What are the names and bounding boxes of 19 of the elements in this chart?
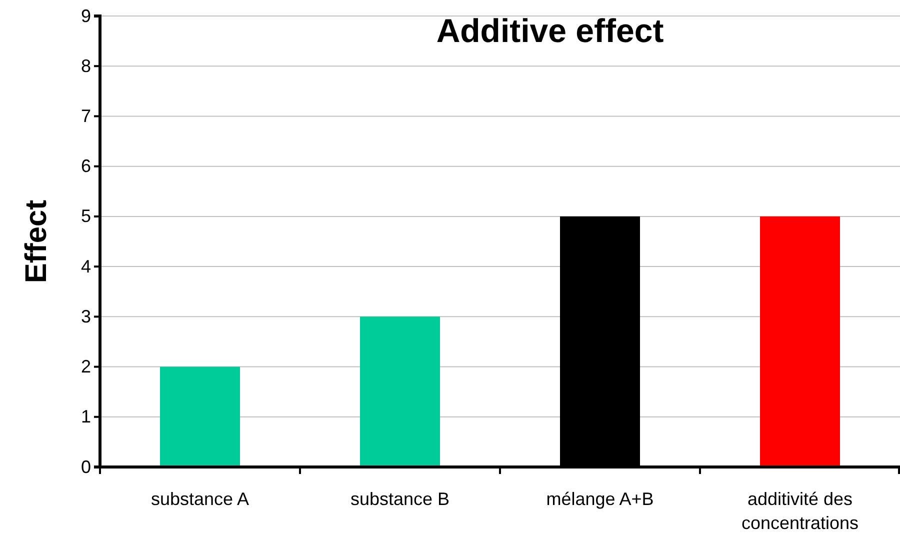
y-tick-label: 5: [80, 206, 91, 226]
y-tick-label: 4: [80, 256, 91, 276]
y-tick-label: 2: [80, 356, 91, 377]
y-tick-label: 9: [80, 6, 91, 26]
bar: [360, 316, 440, 467]
x-tick-label: substance B: [350, 489, 450, 509]
bar: [760, 216, 840, 467]
y-tick-label: 7: [80, 106, 91, 126]
y-tick-label: 6: [80, 156, 91, 176]
y-tick-label: 0: [80, 456, 91, 477]
chart-title: Additive effect: [436, 12, 664, 49]
y-tick-label: 3: [80, 306, 91, 326]
bar: [160, 366, 240, 467]
y-axis-title: Effect: [20, 200, 53, 284]
y-tick-label: 1: [80, 406, 91, 427]
x-tick-label: substance A: [150, 489, 250, 509]
x-tick-label: mélange A+B: [546, 489, 654, 509]
y-tick-label: 8: [80, 56, 91, 76]
x-tick-label: additivité des concentrations: [741, 489, 859, 533]
